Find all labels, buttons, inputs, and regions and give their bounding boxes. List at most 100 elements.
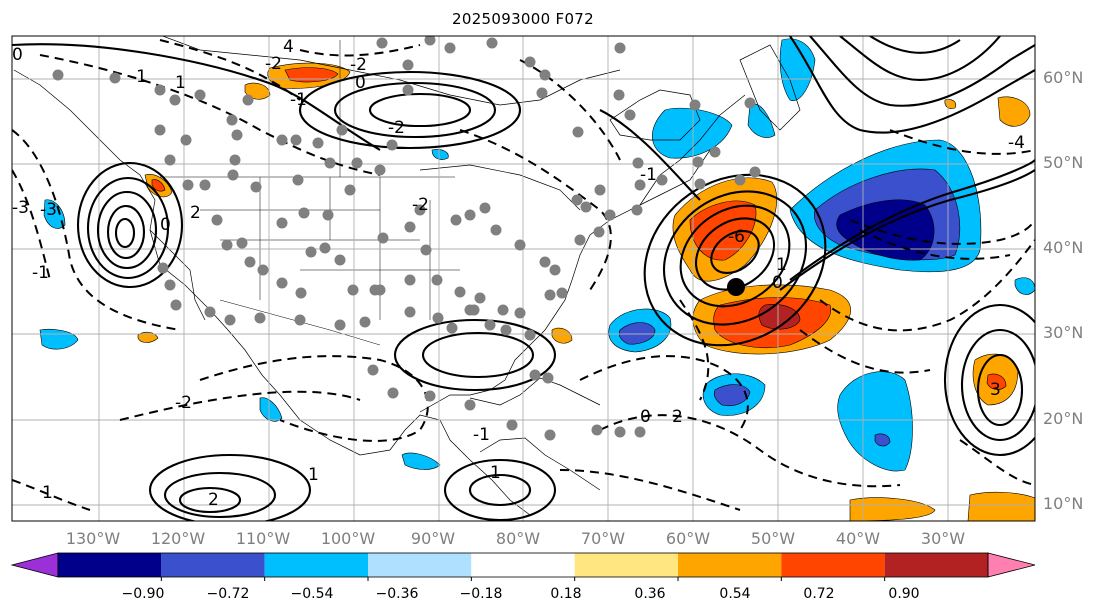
station-dot xyxy=(539,256,551,268)
anomaly-region xyxy=(259,397,283,422)
colorbar-tick: 0.72 xyxy=(803,586,835,602)
colorbar-frame xyxy=(57,552,989,578)
station-dot xyxy=(334,254,346,266)
contour-label: 1 xyxy=(308,465,319,485)
contour-label: -2 xyxy=(388,118,405,138)
station-dot xyxy=(479,202,491,214)
station-dot xyxy=(580,201,592,213)
station-dot xyxy=(450,214,462,226)
station-dot xyxy=(374,284,386,296)
lon-label: 110°W xyxy=(235,529,291,548)
station-dot xyxy=(154,124,166,136)
station-dot xyxy=(424,36,436,46)
station-dot xyxy=(744,97,756,109)
station-dot xyxy=(52,69,64,81)
contour-label: 1 xyxy=(490,463,501,483)
station-dot xyxy=(539,69,551,81)
station-dot xyxy=(169,94,181,106)
lon-label: 30°W xyxy=(920,529,966,548)
station-dot xyxy=(292,174,304,186)
contour-label: -1 xyxy=(130,67,147,87)
station-dot xyxy=(157,262,169,274)
station-dot xyxy=(322,209,334,221)
station-dot xyxy=(402,84,414,96)
contour-label: -1 xyxy=(640,165,657,185)
contour-label: -3 xyxy=(40,200,57,220)
colorbar xyxy=(10,552,1036,581)
anomaly-region xyxy=(401,452,441,470)
colorbar-extend-low xyxy=(10,552,59,578)
contour-label: 3 xyxy=(990,380,1001,400)
anomaly-region xyxy=(551,327,573,344)
station-dot xyxy=(231,129,243,141)
station-dot xyxy=(514,307,526,319)
station-dot xyxy=(244,256,256,268)
anomaly-region xyxy=(43,199,66,229)
station-dot xyxy=(376,37,388,49)
station-dot xyxy=(464,399,476,411)
colorbar-swatch xyxy=(884,553,988,577)
lon-label: 100°W xyxy=(320,529,376,548)
station-dot xyxy=(295,287,307,299)
station-dot xyxy=(464,304,476,316)
contour-label: 1 xyxy=(776,255,787,275)
colorbar-tick: −0.90 xyxy=(121,586,165,602)
station-dot xyxy=(276,217,288,229)
station-dot xyxy=(170,299,182,311)
colorbar-tick: −0.54 xyxy=(290,586,334,602)
colorbar-tick: −0.72 xyxy=(206,586,250,602)
station-dot xyxy=(709,146,721,158)
anomaly-region xyxy=(618,322,656,345)
anomaly-region xyxy=(137,331,159,343)
colorbar-swatch xyxy=(781,553,885,577)
station-dot xyxy=(420,244,432,256)
colorbar-tick: 0.90 xyxy=(888,586,920,602)
station-dot xyxy=(334,319,346,331)
anomaly-region xyxy=(713,384,751,407)
station-dot xyxy=(474,292,486,304)
colorbar-swatch xyxy=(368,553,472,577)
station-dot xyxy=(344,184,356,196)
station-dot xyxy=(542,372,554,384)
station-dot xyxy=(164,154,176,166)
station-dot xyxy=(446,322,458,334)
station-dot xyxy=(624,109,636,121)
shaded-field xyxy=(39,38,1035,521)
station-dot xyxy=(359,316,371,328)
anomaly-region xyxy=(986,373,1007,390)
lon-label: 90°W xyxy=(410,529,456,548)
station-dot xyxy=(506,419,518,431)
station-dot xyxy=(571,194,583,206)
contour-label: -1 xyxy=(290,90,307,110)
station-dot xyxy=(692,156,704,168)
station-dot xyxy=(486,37,498,49)
station-dot xyxy=(594,184,606,196)
station-dot xyxy=(497,304,509,316)
station-dot xyxy=(536,87,548,99)
station-dot xyxy=(524,56,536,68)
contour-label: -1 xyxy=(32,263,49,283)
station-dot xyxy=(631,204,643,216)
contour-label: 0 xyxy=(640,407,651,427)
contours xyxy=(12,36,1035,521)
lon-label: 130°W xyxy=(65,529,121,548)
station-dot xyxy=(593,226,605,238)
colorbar-extend-high xyxy=(987,552,1036,578)
station-dot xyxy=(604,209,616,221)
anomaly-region xyxy=(997,96,1031,127)
station-dot xyxy=(614,42,626,54)
station-dot xyxy=(226,114,238,126)
station-dot xyxy=(490,224,502,236)
station-dot xyxy=(290,134,302,146)
anomaly-region xyxy=(151,179,166,192)
contour-label: 0 xyxy=(12,45,23,65)
station-dot xyxy=(250,181,262,193)
station-dot xyxy=(591,424,603,436)
contour-labels: 401-20-3 2-1-30-2 -2-610-43-20-1-2-1-12112… xyxy=(12,37,1025,510)
colorbar-swatch xyxy=(471,553,575,577)
contour-label: 0 xyxy=(772,273,783,293)
contour-label: 2 xyxy=(672,407,683,427)
contour-label: -3 xyxy=(12,198,29,218)
lon-label: 40°W xyxy=(835,529,881,548)
contour-label: 0 xyxy=(355,73,366,93)
